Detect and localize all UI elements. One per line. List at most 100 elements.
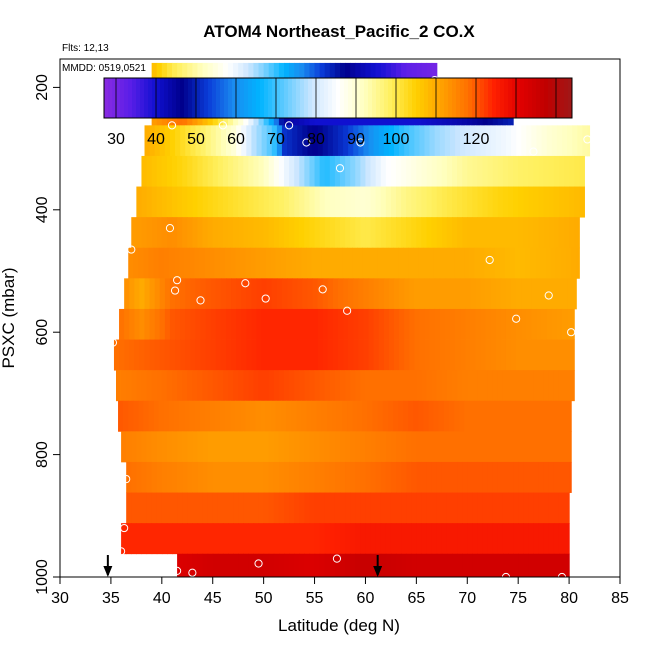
colorbar-segment (380, 78, 385, 118)
colorbar-segment (200, 78, 205, 118)
heatmap-cell (143, 400, 150, 432)
heatmap-cell (207, 461, 214, 493)
colorbar-segment (352, 78, 357, 118)
heatmap-cell (299, 553, 305, 577)
heatmap-cell (406, 155, 412, 187)
heatmap-cell (508, 492, 514, 524)
heatmap-cell (390, 186, 397, 218)
date-annotation: MMDD: 0519,0521 (62, 63, 146, 74)
latitude-arrows (103, 555, 383, 577)
heatmap-cell (419, 308, 426, 340)
heatmap-cell (299, 217, 305, 249)
heatmap-cell (210, 125, 217, 157)
heatmap-cell (553, 553, 560, 577)
heatmap-cell (294, 523, 300, 555)
heatmap-cell (187, 492, 193, 524)
heatmap-cell (230, 400, 236, 432)
heatmap-cell (403, 247, 409, 279)
heatmap-cell (543, 523, 550, 555)
heatmap-cell (332, 308, 339, 340)
heatmap-cell (289, 370, 295, 402)
heatmap-cell (236, 308, 242, 340)
heatmap-cell (148, 247, 155, 279)
heatmap-cell (241, 339, 247, 371)
heatmap-cell (273, 431, 280, 463)
x-tick-label: 55 (306, 590, 324, 607)
heatmap-cell (416, 370, 423, 402)
heatmap-cell (446, 370, 453, 402)
heatmap-cell (184, 247, 190, 279)
heatmap-cell (312, 125, 319, 157)
heatmap-cell (452, 461, 458, 493)
heatmap-cell (348, 339, 354, 371)
heatmap-cell (287, 339, 293, 371)
heatmap-cell (222, 155, 229, 187)
colorbar-segment (212, 78, 217, 118)
heatmap-cell (217, 431, 224, 463)
heatmap-cell (141, 492, 148, 524)
x-tick-label: 65 (407, 590, 425, 607)
heatmap-cell (185, 278, 191, 310)
heatmap-cell (317, 125, 324, 157)
heatmap-cell (401, 523, 407, 555)
heatmap-cell (564, 553, 570, 577)
heatmap-cell (329, 431, 336, 463)
colorbar-tick-label: 120 (463, 131, 490, 148)
heatmap-cell (403, 400, 409, 432)
heatmap-cell (278, 431, 285, 463)
heatmap-cell (131, 492, 137, 524)
colorbar-segment (276, 78, 281, 118)
heatmap-cell (538, 155, 545, 187)
colorbar-segment (248, 78, 253, 118)
colorbar-segment (128, 78, 133, 118)
heatmap-cell (499, 247, 506, 279)
heatmap-cell (243, 186, 249, 218)
heatmap-cell (222, 370, 229, 402)
heatmap-cell (564, 492, 570, 524)
heatmap-cell (294, 492, 300, 524)
heatmap-cell (231, 125, 237, 157)
heatmap-cell (345, 217, 351, 249)
colorbar-segment (476, 78, 481, 118)
colorbar-segment (544, 78, 549, 118)
heatmap-cell (255, 400, 262, 432)
heatmap-cell (164, 308, 171, 340)
heatmap-cell (448, 400, 455, 432)
heatmap-cell (322, 339, 329, 371)
heatmap-cell (572, 308, 575, 340)
heatmap-cell (526, 308, 533, 340)
heatmap-cell (154, 308, 161, 340)
heatmap-cell (278, 461, 285, 493)
heatmap-cell (526, 339, 533, 371)
heatmap-cell (390, 461, 397, 493)
heatmap-cell (304, 217, 311, 249)
heatmap-cell (166, 186, 173, 218)
heatmap-cell (156, 186, 163, 218)
colorbar-segment (304, 78, 309, 118)
sample-point (172, 566, 182, 575)
heatmap-cell (260, 247, 267, 279)
heatmap-cell (513, 523, 519, 555)
heatmap-cell (276, 339, 283, 371)
heatmap-cell (314, 217, 321, 249)
heatmap-cell (294, 553, 300, 577)
heatmap-cell (316, 247, 323, 279)
colorbar-segment (496, 78, 501, 118)
heatmap-cell (401, 431, 407, 463)
x-tick-label: 85 (611, 590, 629, 607)
heatmap-cell (485, 308, 492, 340)
heatmap-cell (382, 400, 389, 432)
heatmap-cell (273, 492, 280, 524)
colorbar-segment (336, 78, 341, 118)
colorbar-tick-label: 50 (187, 131, 205, 148)
heatmap-cell (525, 247, 531, 279)
heatmap-cell (278, 370, 285, 402)
heatmap-cell (490, 125, 497, 157)
heatmap-cell (387, 400, 394, 432)
heatmap-cell (551, 278, 558, 310)
heatmap-cell (243, 523, 249, 555)
heatmap-cell (350, 155, 356, 187)
heatmap-cell (329, 217, 336, 249)
heatmap-cell (194, 247, 201, 279)
heatmap-cell (149, 125, 156, 157)
